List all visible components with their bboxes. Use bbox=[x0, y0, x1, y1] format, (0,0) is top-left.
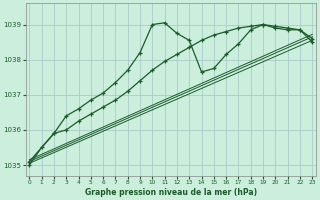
X-axis label: Graphe pression niveau de la mer (hPa): Graphe pression niveau de la mer (hPa) bbox=[85, 188, 257, 197]
